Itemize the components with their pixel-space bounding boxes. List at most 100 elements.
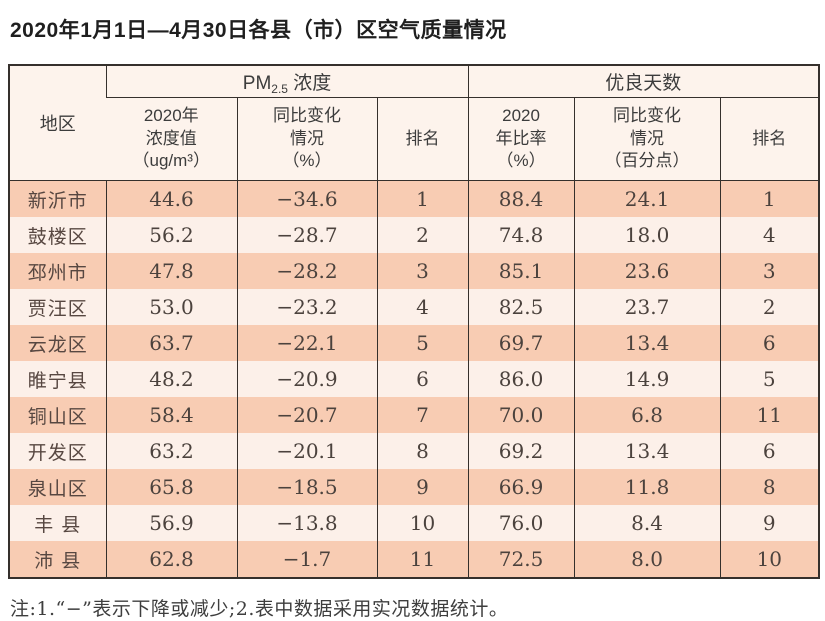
table-row: 铜山区 58.4 −20.7 7 70.0 6.8 11 (9, 397, 820, 433)
pm-value-cell: 53.0 (105, 289, 237, 325)
pm-rank-cell: 4 (376, 289, 469, 325)
col-group-pm25: PM2.5 浓度 (105, 65, 469, 98)
pm-value-cell: 47.8 (105, 253, 237, 289)
pm-change-cell: −20.9 (236, 361, 377, 397)
good-ratio-cell: 85.1 (467, 253, 575, 289)
region-cell: 新沂市 (27, 189, 88, 212)
pm25-label-subscript: 2.5 (271, 81, 288, 96)
pm-change-cell: −22.1 (236, 325, 377, 361)
pm-change-cell: −20.1 (236, 433, 377, 469)
pm-value-cell: 63.2 (105, 433, 237, 469)
region-cell: 贾汪区 (27, 297, 88, 320)
good-change-cell: 13.4 (573, 433, 721, 469)
table-row: 贾汪区 53.0 −23.2 4 82.5 23.7 2 (9, 289, 820, 325)
good-rank-cell: 1 (719, 180, 820, 217)
pm-rank-cell: 9 (376, 469, 469, 505)
pm-rank-cell: 7 (376, 397, 469, 433)
pm-rank-cell: 11 (376, 541, 469, 578)
good-rank-cell: 6 (719, 433, 820, 469)
table-body: 新沂市 44.6 −34.6 1 88.4 24.1 1 鼓楼区 56.2 −28.7 2 74.8 1… (9, 180, 820, 578)
region-cell: 云龙区 (27, 333, 88, 356)
col-header-good-change: 同比变化 情况 （百分点） (573, 97, 721, 181)
pm-value-cell: 56.2 (105, 217, 237, 253)
table-row: 睢宁县 48.2 −20.9 6 86.0 14.9 5 (9, 361, 820, 397)
col-header-good-ratio: 2020 年比率 （%） (467, 97, 575, 181)
region-cell: 铜山区 (27, 405, 88, 428)
good-rank-cell: 11 (719, 397, 820, 433)
pm-change-cell: −1.7 (236, 541, 377, 578)
good-rank-cell: 9 (719, 505, 820, 541)
pm-value-cell: 62.8 (105, 541, 237, 578)
good-change-cell: 11.8 (573, 469, 721, 505)
good-change-cell: 8.4 (573, 505, 721, 541)
pm25-label-suffix: 浓度 (287, 72, 332, 94)
good-rank-cell: 3 (719, 253, 820, 289)
col-header-pm-value: 2020年 浓度值 （ug/m³） (106, 97, 237, 181)
pm-change-cell: −28.2 (236, 253, 377, 289)
good-ratio-cell: 82.5 (467, 289, 575, 325)
pm-rank-cell: 6 (376, 361, 469, 397)
page-title: 2020年1月1日—4月30日各县（市）区空气质量情况 (10, 19, 507, 42)
good-change-cell: 23.7 (573, 289, 721, 325)
header-sub-row: 2020年 浓度值 （ug/m³） 同比变化 情况 （%） 排名 2020 年比… (9, 97, 820, 181)
pm-rank-cell: 3 (376, 253, 469, 289)
table-row: 邳州市 47.8 −28.2 3 85.1 23.6 3 (9, 253, 820, 289)
good-ratio-cell: 74.8 (467, 217, 575, 253)
pm-value-cell: 58.4 (105, 397, 237, 433)
region-cell: 泉山区 (27, 477, 88, 500)
good-rank-cell: 8 (719, 469, 820, 505)
table-row: 鼓楼区 56.2 −28.7 2 74.8 18.0 4 (9, 217, 820, 253)
col-group-good-days: 优良天数 (467, 65, 820, 98)
good-change-cell: 14.9 (573, 361, 721, 397)
pm-rank-cell: 10 (376, 505, 469, 541)
good-change-cell: 13.4 (573, 325, 721, 361)
pm25-label-prefix: PM (242, 72, 272, 94)
good-ratio-cell: 69.7 (467, 325, 575, 361)
pm-rank-cell: 5 (376, 325, 469, 361)
good-change-cell: 8.0 (573, 541, 721, 578)
good-rank-cell: 5 (719, 361, 820, 397)
region-cell: 沛 县 (34, 549, 82, 572)
good-ratio-cell: 88.4 (467, 180, 575, 217)
table-row: 沛 县 62.8 −1.7 11 72.5 8.0 10 (9, 541, 820, 578)
air-quality-table: 地区 PM2.5 浓度 优良天数 2020年 浓度值 （ug/m³） 同比变化 … (8, 64, 821, 579)
good-rank-cell: 10 (719, 541, 820, 578)
col-header-good-rank: 排名 (719, 97, 820, 181)
table-row: 泉山区 65.8 −18.5 9 66.9 11.8 8 (9, 469, 820, 505)
good-change-cell: 24.1 (573, 180, 721, 217)
good-rank-cell: 4 (719, 217, 820, 253)
pm-rank-cell: 2 (376, 217, 469, 253)
pm-rank-cell: 1 (376, 180, 469, 217)
pm-value-cell: 63.7 (105, 325, 237, 361)
pm-value-cell: 44.6 (105, 180, 237, 217)
table-row: 开发区 63.2 −20.1 8 69.2 13.4 6 (9, 433, 820, 469)
pm-change-cell: −28.7 (236, 217, 377, 253)
region-cell: 丰 县 (34, 513, 82, 536)
pm-change-cell: −18.5 (236, 469, 377, 505)
col-header-pm-change: 同比变化 情况 （%） (236, 97, 377, 181)
pm-value-cell: 56.9 (105, 505, 237, 541)
pm-value-cell: 48.2 (105, 361, 237, 397)
table-row: 新沂市 44.6 −34.6 1 88.4 24.1 1 (9, 180, 820, 217)
col-header-pm-rank: 排名 (376, 97, 469, 181)
good-ratio-cell: 69.2 (467, 433, 575, 469)
pm-rank-cell: 8 (376, 433, 469, 469)
region-cell: 开发区 (27, 441, 88, 464)
col-header-region: 地区 (9, 65, 106, 181)
region-cell: 邳州市 (27, 261, 88, 284)
table-header: 地区 PM2.5 浓度 优良天数 2020年 浓度值 （ug/m³） 同比变化 … (9, 65, 820, 181)
good-change-cell: 23.6 (573, 253, 721, 289)
table-row: 云龙区 63.7 −22.1 5 69.7 13.4 6 (9, 325, 820, 361)
good-ratio-cell: 66.9 (467, 469, 575, 505)
good-change-cell: 6.8 (573, 397, 721, 433)
region-cell: 睢宁县 (27, 369, 88, 392)
header-group-row: 地区 PM2.5 浓度 优良天数 (9, 65, 820, 181)
pm-change-cell: −23.2 (236, 289, 377, 325)
good-rank-cell: 6 (719, 325, 820, 361)
region-cell: 鼓楼区 (27, 225, 88, 248)
pm-change-cell: −13.8 (236, 505, 377, 541)
good-rank-cell: 2 (719, 289, 820, 325)
good-change-cell: 18.0 (573, 217, 721, 253)
good-ratio-cell: 70.0 (467, 397, 575, 433)
